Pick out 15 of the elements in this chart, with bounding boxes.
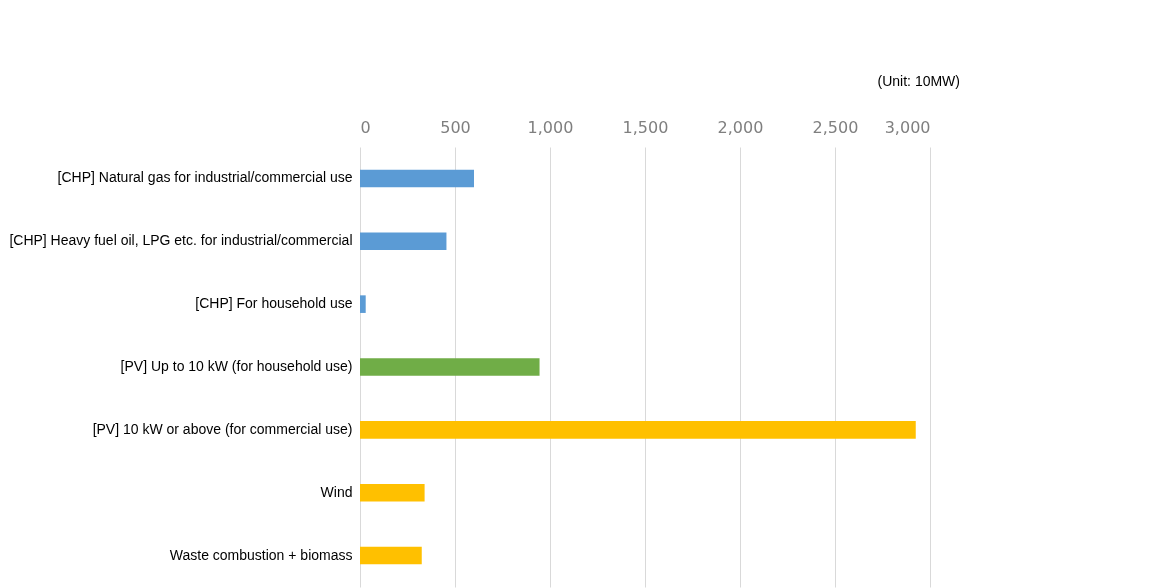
x-tick-label: 0 (360, 117, 371, 137)
x-tick-label: 1,000 (527, 117, 574, 137)
x-tick-label: 2,500 (812, 117, 859, 137)
x-tick-label: 500 (440, 117, 471, 137)
y-tick-label: [PV] Up to 10 kW (for household use) (120, 358, 353, 374)
y-tick-label: [CHP] Heavy fuel oil, LPG etc. for industrial/commercial (9, 232, 353, 249)
x-tick-label: 1,500 (622, 117, 669, 137)
x-tick-label: 3,000 (884, 117, 931, 137)
y-tick-label: Waste combustion + biomass (169, 546, 353, 563)
x-tick-label: 2,000 (717, 117, 764, 137)
y-tick-label: Wind (320, 483, 353, 500)
y-tick-label: [PV] 10 kW or above (for commercial use) (92, 420, 353, 437)
text: (Unit: 10MW) (877, 73, 960, 89)
y-tick-label: [CHP] For household use (195, 295, 353, 312)
y-tick-label: [CHP] Natural gas for industrial/commercial use (57, 169, 353, 186)
